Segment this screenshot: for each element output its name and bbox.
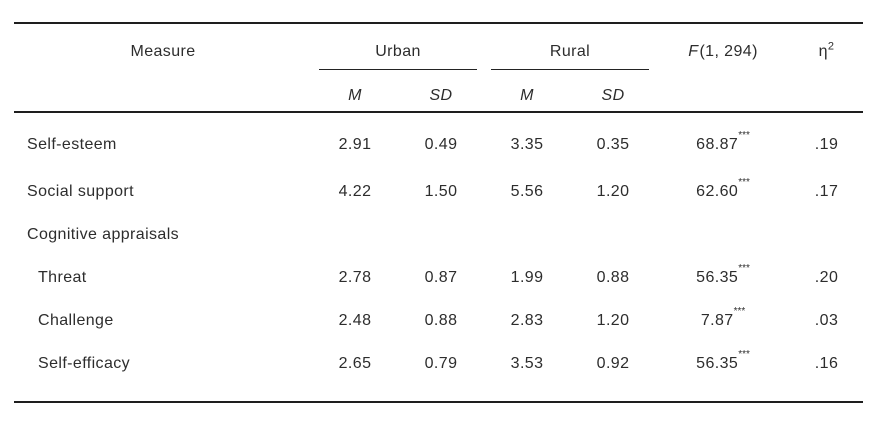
urban-mean-cell: 2.78 <box>338 268 372 286</box>
urban-mean-cell: 4.22 <box>338 182 372 200</box>
row-label: Challenge <box>38 311 114 329</box>
urban-mean-cell: 2.91 <box>338 136 372 153</box>
col-header-rural-mean: M <box>520 87 534 104</box>
f-df: (1, 294) <box>699 43 758 60</box>
urban-group-label: Urban <box>319 24 478 70</box>
table-row-self-esteem: Self-esteem 2.91 0.49 3.35 0.35 68.87***… <box>14 112 863 170</box>
eta-exponent: 2 <box>827 40 835 53</box>
urban-sd-cell: 0.49 <box>424 136 458 153</box>
row-label: Self-esteem <box>27 136 117 153</box>
table-row-challenge: Challenge 2.48 0.88 2.83 1.20 7.87*** .0… <box>14 299 863 342</box>
significance-asterisks: *** <box>738 262 750 274</box>
urban-mean-cell: 2.48 <box>338 311 372 329</box>
col-header-urban-sd: SD <box>429 87 453 104</box>
header-sub-row: M SD M SD <box>14 70 863 112</box>
row-label: Social support <box>27 182 134 200</box>
f-value-cell: 7.87*** <box>656 299 790 342</box>
col-header-measure: Measure <box>130 43 196 60</box>
rural-mean-cell: 3.35 <box>510 136 544 153</box>
significance-asterisks: *** <box>733 305 746 317</box>
table-body: Self-esteem 2.91 0.49 3.35 0.35 68.87***… <box>14 112 863 385</box>
rural-sd-cell: 1.20 <box>596 182 630 200</box>
eta-squared-cell: .16 <box>814 354 839 372</box>
f-value: 68.87 <box>696 136 739 153</box>
row-section-label: Cognitive appraisals <box>27 225 180 243</box>
eta-squared-cell <box>790 213 863 256</box>
eta-squared-cell: .17 <box>814 182 839 200</box>
f-value: 56.35 <box>696 354 739 372</box>
f-value-cell: 62.60*** <box>656 170 790 213</box>
col-group-rural: Rural <box>484 24 656 70</box>
rural-mean-cell: 2.83 <box>510 311 544 329</box>
table-row-social-support: Social support 4.22 1.50 5.56 1.20 62.60… <box>14 170 863 213</box>
significance-asterisks: *** <box>738 130 750 141</box>
rural-group-label: Rural <box>491 24 650 70</box>
col-header-rural-sd: SD <box>601 87 625 104</box>
rural-sd-cell <box>570 213 656 256</box>
significance-asterisks: *** <box>738 176 750 188</box>
table-row-self-efficacy: Self-efficacy 2.65 0.79 3.53 0.92 56.35*… <box>14 342 863 385</box>
urban-mean-cell <box>312 213 398 256</box>
eta-squared-cell: .03 <box>814 311 839 329</box>
f-value: 62.60 <box>696 182 739 200</box>
eta-symbol: η <box>818 43 828 60</box>
rural-sd-cell: 0.88 <box>596 268 630 286</box>
significance-asterisks: *** <box>738 348 750 360</box>
f-value: 56.35 <box>696 268 739 286</box>
f-symbol: F <box>688 43 699 60</box>
col-group-urban: Urban <box>312 24 484 70</box>
rural-sd-cell: 0.35 <box>596 136 630 153</box>
urban-sd-cell: 0.79 <box>424 354 458 372</box>
rural-sd-cell: 0.92 <box>596 354 630 372</box>
rural-mean-cell: 1.99 <box>510 268 544 286</box>
urban-sd-cell: 0.87 <box>424 268 458 286</box>
row-label: Threat <box>38 268 87 286</box>
stats-table: Measure Urban Rural F(1, 294) η2 M SD M … <box>14 24 864 385</box>
f-value-cell <box>656 213 790 256</box>
rural-mean-cell: 5.56 <box>510 182 544 200</box>
urban-sd-cell: 0.88 <box>424 311 458 329</box>
f-value: 7.87 <box>700 311 734 329</box>
eta-squared-cell: .20 <box>814 268 839 286</box>
header-group-row: Measure Urban Rural F(1, 294) η2 <box>14 24 863 70</box>
table-header: Measure Urban Rural F(1, 294) η2 M SD M … <box>14 24 864 112</box>
urban-sd-cell <box>398 213 484 256</box>
f-value-cell: 68.87*** <box>656 112 790 170</box>
f-value-cell: 56.35*** <box>656 256 790 299</box>
col-header-urban-mean: M <box>348 87 362 104</box>
urban-sd-cell: 1.50 <box>424 182 458 200</box>
f-value-cell: 56.35*** <box>656 342 790 385</box>
col-header-f-statistic: F(1, 294) <box>656 24 790 112</box>
col-header-eta-squared: η2 <box>790 24 863 112</box>
stats-table-wrap: Measure Urban Rural F(1, 294) η2 M SD M … <box>14 22 864 403</box>
urban-mean-cell: 2.65 <box>338 354 372 372</box>
rural-sd-cell: 1.20 <box>596 311 630 329</box>
rural-mean-cell <box>484 213 570 256</box>
table-row-cognitive-appraisals: Cognitive appraisals <box>14 213 863 256</box>
eta-squared-cell: .19 <box>814 136 839 153</box>
table-row-threat: Threat 2.78 0.87 1.99 0.88 56.35*** .20 <box>14 256 863 299</box>
row-label: Self-efficacy <box>38 354 131 372</box>
rural-mean-cell: 3.53 <box>510 354 544 372</box>
